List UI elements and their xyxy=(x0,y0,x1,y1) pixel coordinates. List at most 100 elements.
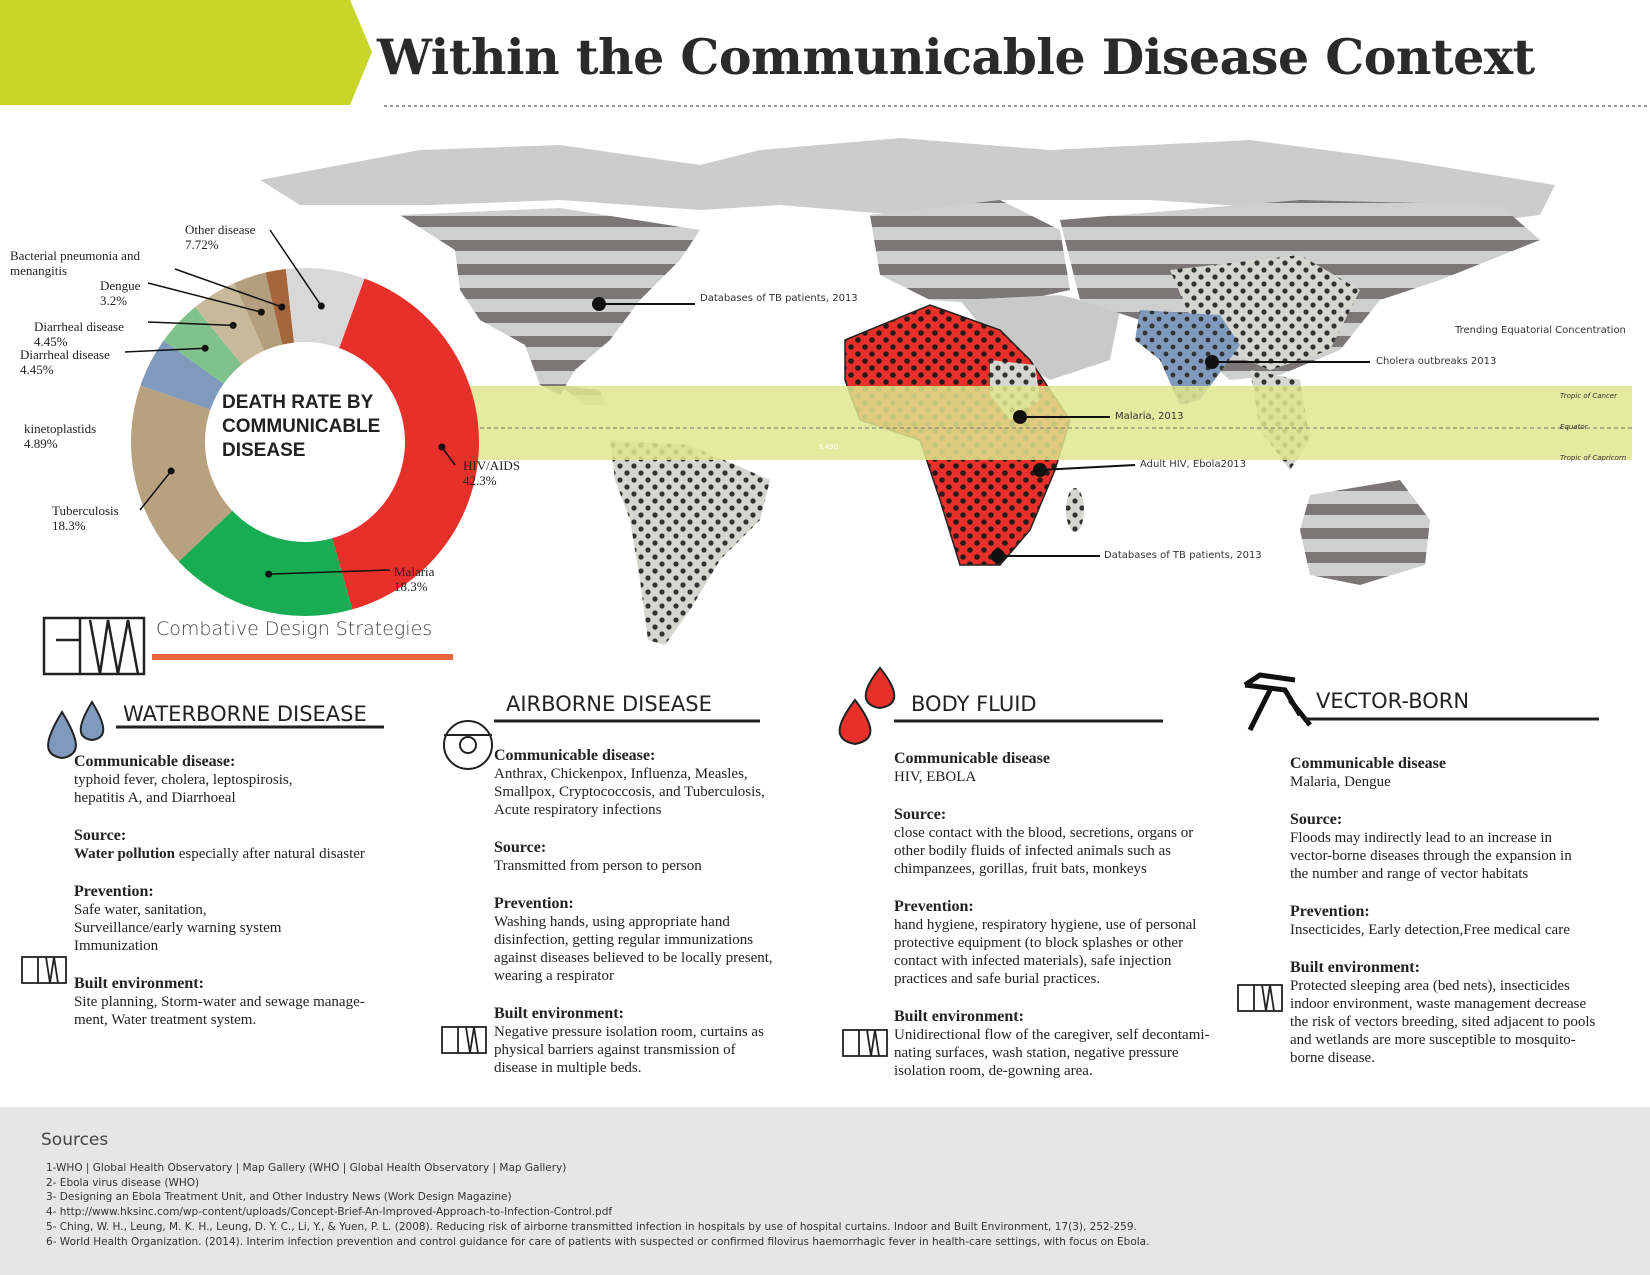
column-body: Communicable disease HIV, EBOLA Source: clo… xyxy=(894,750,1249,1100)
block-heading: Built environment: xyxy=(494,1005,624,1022)
block-heading: Source: xyxy=(1290,811,1343,828)
donut-slice xyxy=(332,278,479,610)
block-text: Water pollution especially after natural… xyxy=(74,845,429,863)
donut-label: Other disease 7.72% xyxy=(185,222,315,252)
category-label: HIV/AIDS xyxy=(463,458,521,473)
value-label: 4.45% xyxy=(20,362,54,377)
donut-label: Diarrheal disease 4.45% xyxy=(34,319,164,349)
donut-slice xyxy=(195,283,265,365)
block-heading: Prevention: xyxy=(1290,903,1370,920)
block-body: HIV, EBOLA xyxy=(894,769,977,785)
block-body: close contact with the blood, secretions… xyxy=(894,825,1194,877)
column-body: Communicable disease Malaria, Dengue Sourc… xyxy=(1290,755,1645,1087)
block-text: Anthrax, Chickenpox, Influenza, Measles,… xyxy=(494,765,849,819)
banner xyxy=(0,0,372,105)
equatorial-band xyxy=(452,386,1632,460)
title: Within the Communicable Disease Context xyxy=(377,28,1535,86)
block-body: Insecticides, Early detection,Free medic… xyxy=(1290,922,1570,938)
sources-list: 1-WHO | Global Health Observatory | Map … xyxy=(46,1161,1149,1249)
block-body: Safe water, sanitation, Surveillance/ear… xyxy=(74,902,282,954)
leader-dot xyxy=(201,344,209,352)
europe xyxy=(870,200,1070,305)
info-block: Built environment: Negative pressure isol… xyxy=(494,1005,849,1077)
block-heading: Communicable disease xyxy=(894,750,1050,767)
info-block: Prevention: Insecticides, Early detection… xyxy=(1290,903,1645,939)
block-body: Transmitted from person to person xyxy=(494,858,702,874)
info-block: Prevention: Safe water, sanitation, Surve… xyxy=(74,883,429,955)
info-block: Source: Floods may indirectly lead to an … xyxy=(1290,811,1645,883)
block-text: Protected sleeping area (bed nets), inse… xyxy=(1290,977,1645,1067)
block-text: Transmitted from person to person xyxy=(494,857,849,875)
block-text: Site planning, Storm-water and sewage ma… xyxy=(74,993,429,1029)
column-heading: BODY FLUID xyxy=(911,692,1037,716)
leader-dot xyxy=(265,570,273,578)
block-body: Unidirectional flow of the caregiver, se… xyxy=(894,1027,1210,1079)
column-heading: VECTOR-BORN xyxy=(1316,689,1470,713)
australia xyxy=(1300,480,1430,585)
donut-label: kinetoplastids 4.89% xyxy=(24,421,154,451)
column-heading: AIRBORNE DISEASE xyxy=(506,692,712,716)
air-icon xyxy=(443,720,493,770)
north-america xyxy=(400,208,700,395)
value-label: 3.2% xyxy=(100,293,128,308)
block-body: Anthrax, Chickenpox, Influenza, Measles,… xyxy=(494,766,765,818)
value-label: 18.3% xyxy=(394,579,428,594)
info-block: Communicable disease Malaria, Dengue xyxy=(1290,755,1645,791)
map-annotation: Databases of TB patients, 2013 xyxy=(700,293,858,304)
info-block: Built environment: Unidirectional flow of… xyxy=(894,1008,1249,1080)
donut-label: Dengue 3.2% xyxy=(100,278,230,308)
block-body: Protected sleeping area (bed nets), inse… xyxy=(1290,978,1596,1066)
block-body: especially after natural disaster xyxy=(175,846,365,862)
block-body: hand hygiene, respiratory hygiene, use o… xyxy=(894,917,1197,987)
leader-dot xyxy=(167,467,175,475)
block-heading: Prevention: xyxy=(894,898,974,915)
info-block: Prevention: Washing hands, using appropri… xyxy=(494,895,849,985)
building-icon xyxy=(42,616,146,676)
callouts xyxy=(592,297,1370,563)
mosquito-icon xyxy=(1243,672,1312,732)
donut-label: Diarrheal disease 4.45% xyxy=(20,347,150,377)
map-annotation: Trending Equatorial Concentration xyxy=(1455,325,1626,336)
donut-label: Tuberculosis 18.3% xyxy=(52,503,182,533)
donut xyxy=(124,229,479,616)
value-label: 4.45% xyxy=(34,334,68,349)
section-title: Combative Design Strategies xyxy=(156,618,433,640)
block-bold: Water pollution xyxy=(74,846,175,862)
sources-panel xyxy=(0,1107,1650,1275)
middle-east xyxy=(960,295,1120,380)
info-block: Communicable disease: Anthrax, Chickenpox… xyxy=(494,747,849,819)
donut-slice xyxy=(131,385,233,562)
block-heading: Source: xyxy=(894,806,947,823)
category-label: Bacterial pneumonia and menangitis xyxy=(10,248,140,278)
india xyxy=(1135,310,1240,405)
value-label: 7.72% xyxy=(185,237,219,252)
line-label: Tropic of Cancer xyxy=(1560,392,1617,400)
leader-line xyxy=(174,268,283,308)
block-text: Washing hands, using appropriate hand di… xyxy=(494,913,849,985)
block-heading: Prevention: xyxy=(74,883,154,900)
info-block: Source: close contact with the blood, sec… xyxy=(894,806,1249,878)
map-annotation: Databases of TB patients, 2013 xyxy=(1104,550,1262,561)
block-text: Floods may indirectly lead to an increas… xyxy=(1290,829,1645,883)
block-text: Malaria, Dengue xyxy=(1290,773,1645,791)
building-icons xyxy=(21,956,1283,1057)
block-body: Floods may indirectly lead to an increas… xyxy=(1290,830,1572,882)
block-heading: Communicable disease: xyxy=(74,753,236,770)
leader-line xyxy=(269,229,322,307)
leader-line xyxy=(147,321,234,327)
donut-slice xyxy=(163,307,242,384)
block-text: close contact with the blood, secretions… xyxy=(894,824,1249,878)
block-body: Washing hands, using appropriate hand di… xyxy=(494,914,773,984)
column-body: Communicable disease: Anthrax, Chickenpox… xyxy=(494,747,849,1097)
map-annotation: Malaria, 2013 xyxy=(1115,411,1184,422)
block-heading: Prevention: xyxy=(494,895,574,912)
source-item: 3- Designing an Ebola Treatment Unit, an… xyxy=(46,1191,512,1204)
info-block: Source: Water pollution especially after … xyxy=(74,827,429,863)
source-item: 5- Ching, W. H., Leung, M. K. H., Leung,… xyxy=(46,1220,1137,1233)
category-label: Diarrheal disease xyxy=(20,347,110,362)
south-america xyxy=(610,440,770,645)
leader-dot xyxy=(438,443,446,451)
world-map xyxy=(260,138,1555,645)
